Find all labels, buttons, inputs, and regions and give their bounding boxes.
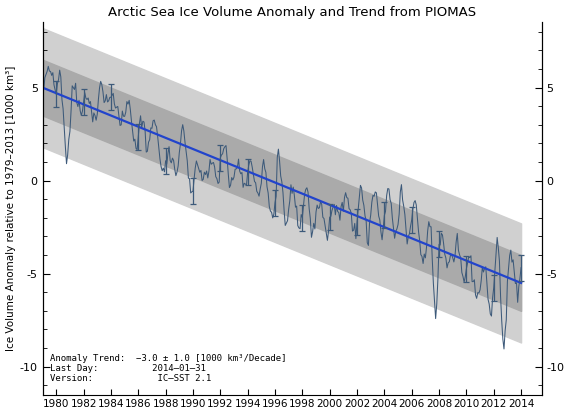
Text: Anomaly Trend:  −3.0 ± 1.0 [1000 km³/Decade]
Last Day:          2014–01–31
Versi: Anomaly Trend: −3.0 ± 1.0 [1000 km³/Deca… — [50, 354, 287, 383]
Title: Arctic Sea Ice Volume Anomaly and Trend from PIOMAS: Arctic Sea Ice Volume Anomaly and Trend … — [108, 5, 476, 19]
Y-axis label: Ice Volume Anomaly relative to 1979–2013 [1000 km³]: Ice Volume Anomaly relative to 1979–2013… — [6, 66, 15, 351]
